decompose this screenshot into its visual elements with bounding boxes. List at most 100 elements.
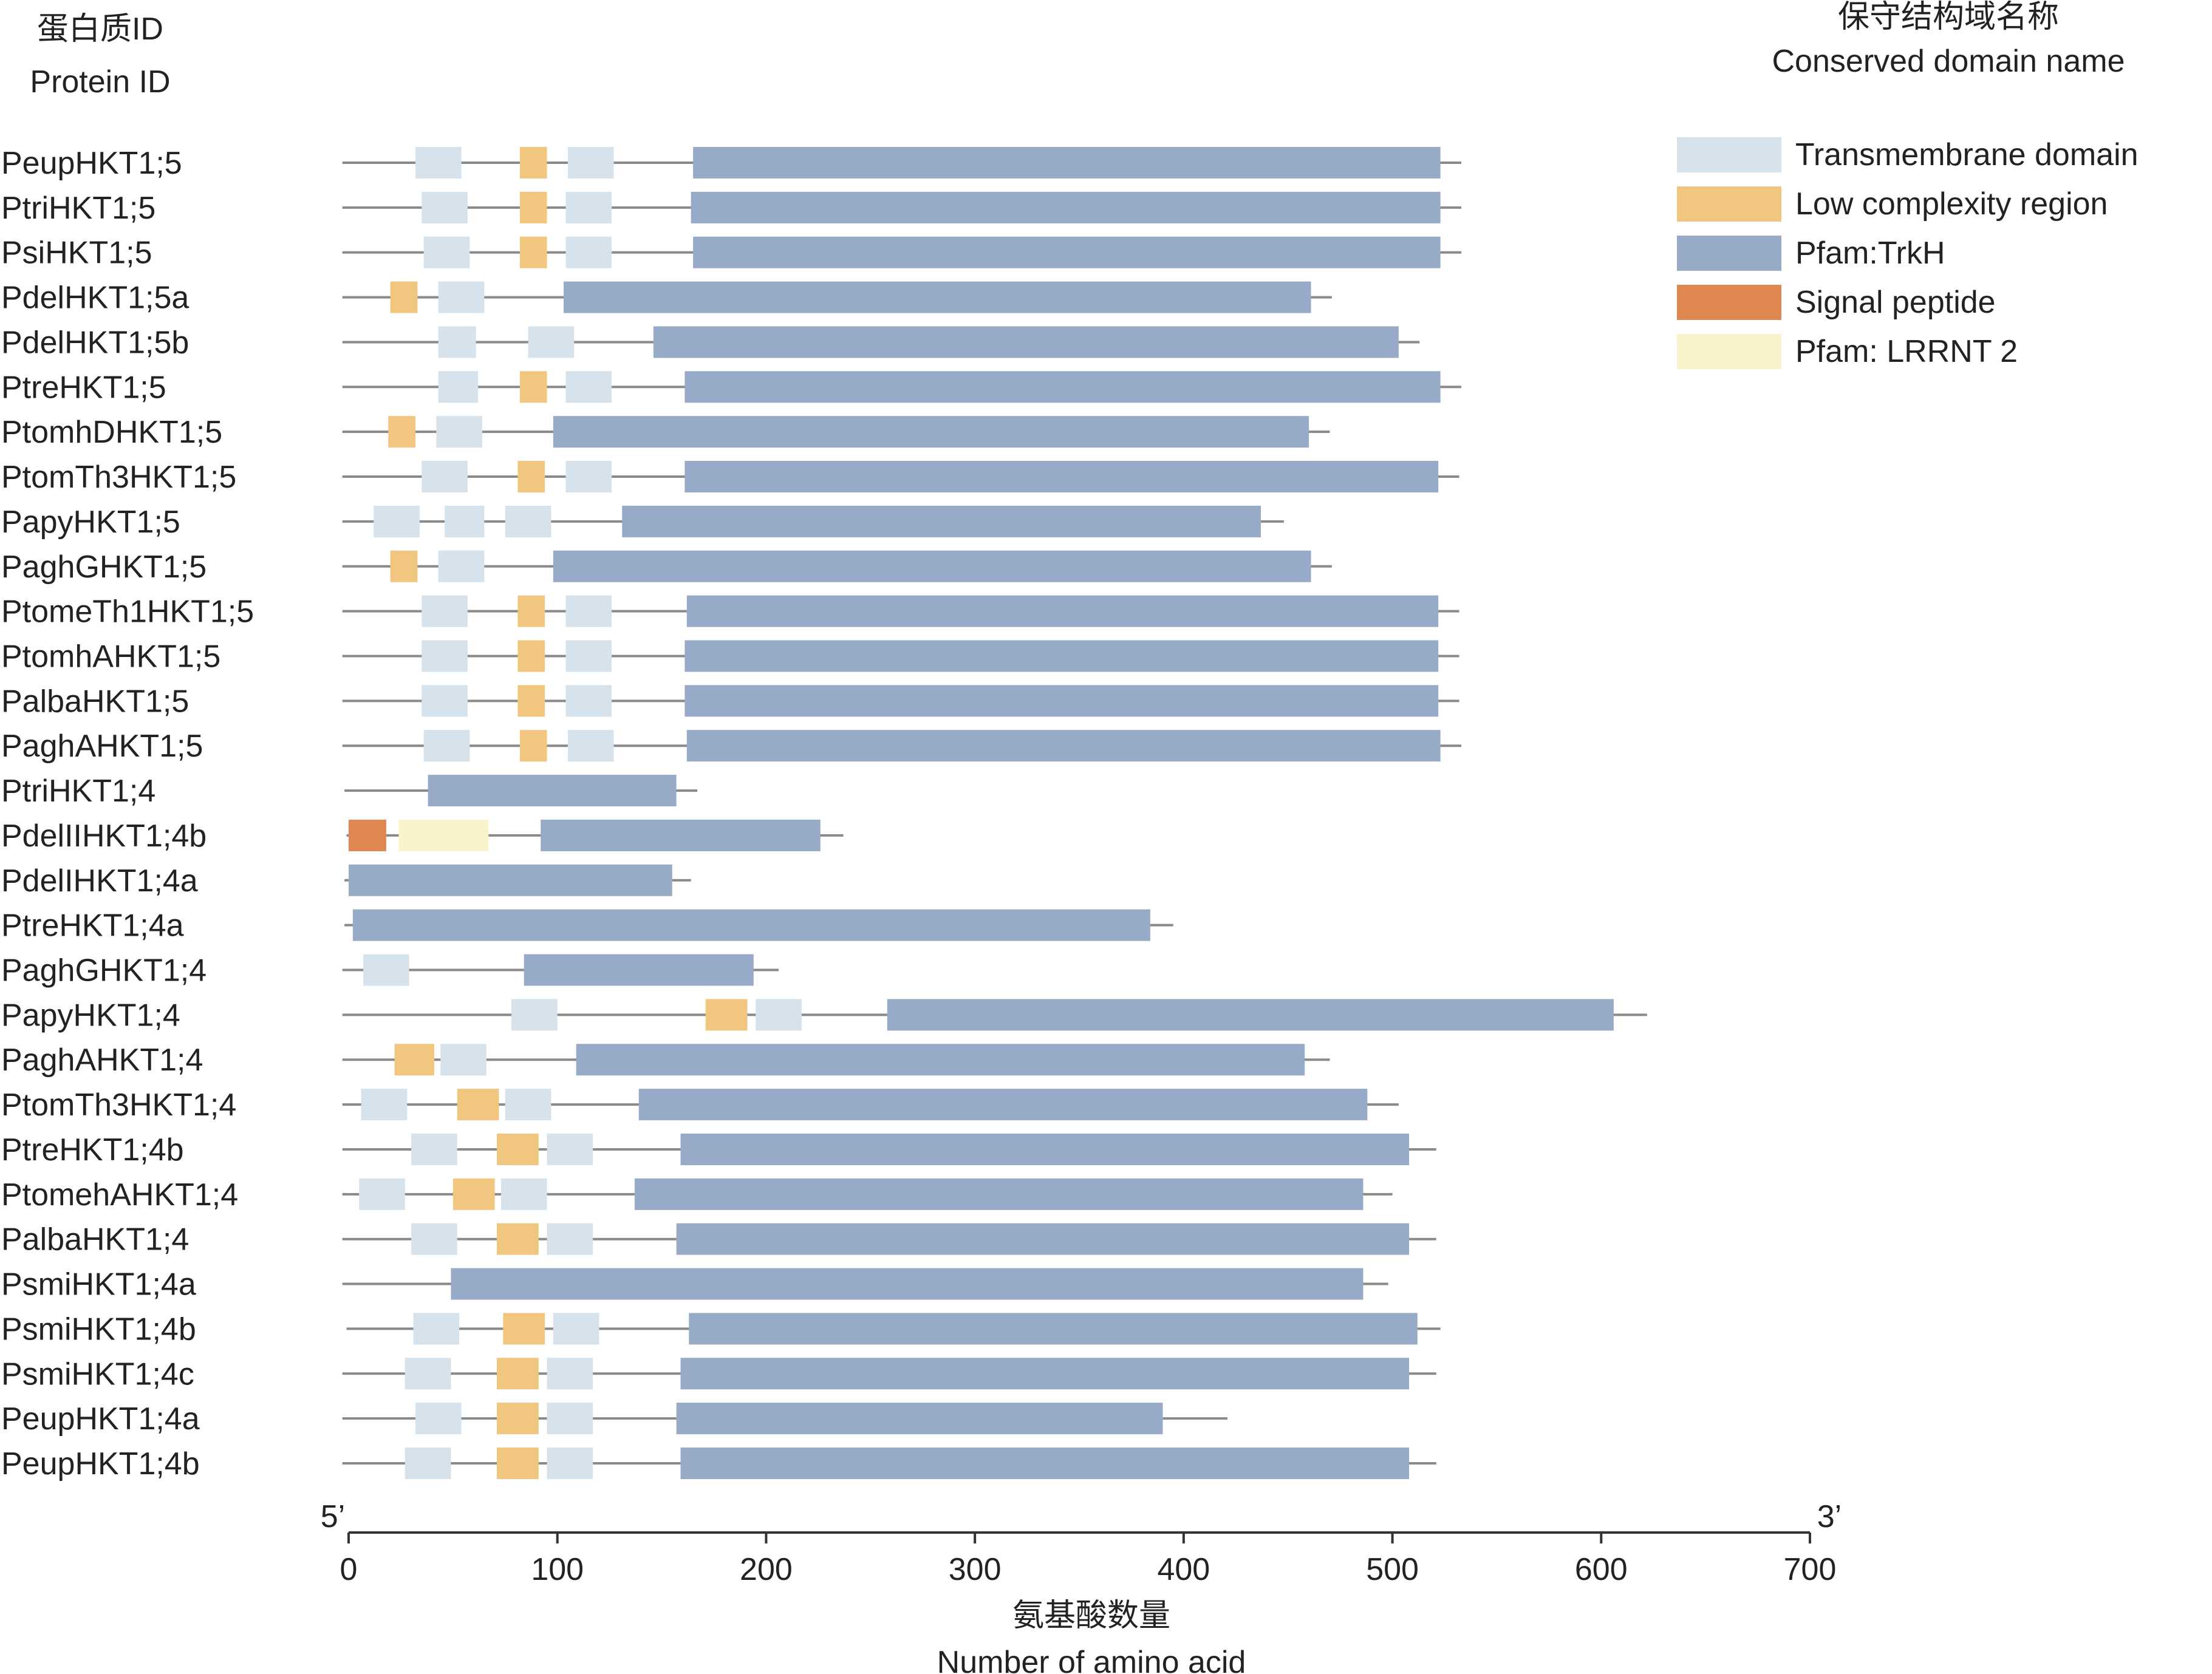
protein-rows: PeupHKT1;5 PtriHKT1;5 PsiHKT1;5 PdelHKT1;5a… [1, 146, 1647, 1482]
transmembrane-domain [411, 1223, 457, 1255]
protein-id-label: PtomehAHKT1;4 [1, 1177, 238, 1213]
protein-id-label: PdelIIHKT1;4b [1, 818, 207, 854]
low-complexity-region [517, 685, 545, 717]
protein-id-label: PapyHKT1;4 [1, 998, 180, 1033]
pfam-trkh-domain [638, 1089, 1368, 1121]
signal-peptide [349, 819, 386, 851]
low-complexity-region [457, 1089, 499, 1121]
transmembrane-domain [405, 1448, 451, 1479]
x-axis-label-zh: 氨基酸数量 [1012, 1598, 1170, 1633]
low-complexity-region [519, 191, 547, 223]
transmembrane-domain [422, 461, 468, 493]
transmembrane-domain [422, 595, 468, 627]
protein-id-label: PtomhAHKT1;5 [1, 639, 220, 674]
transmembrane-domain [547, 1448, 593, 1479]
low-complexity-region [519, 730, 547, 762]
low-complexity-region [497, 1223, 539, 1255]
low-complexity-region [705, 999, 748, 1031]
pfam-trkh-domain [691, 191, 1441, 223]
legend-swatch-sig [1677, 285, 1781, 320]
low-complexity-region [394, 1044, 434, 1076]
domain-name-zh-label: 保守结构域名称 [1838, 0, 2059, 35]
transmembrane-domain [565, 461, 612, 493]
protein-id-label: PaghAHKT1;4 [1, 1043, 203, 1078]
protein-id-label: PalbaHKT1;5 [1, 684, 189, 719]
protein-id-label: PaghGHKT1;4 [1, 953, 207, 988]
transmembrane-domain [500, 1178, 547, 1210]
x-tick-label: 400 [1157, 1552, 1210, 1587]
transmembrane-domain [413, 1313, 460, 1345]
low-complexity-region [519, 147, 547, 179]
legend: Transmembrane domain Low complexity regio… [1677, 137, 2139, 369]
pfam-trkh-domain [634, 1178, 1364, 1210]
protein-id-label: PtreHKT1;4a [1, 908, 184, 944]
protein-id-label: PtomhDHKT1;5 [1, 415, 222, 450]
pfam-trkh-domain [686, 730, 1441, 762]
transmembrane-domain [505, 1089, 551, 1121]
protein-id-label: PtreHKT1;4b [1, 1132, 184, 1168]
x-tick-label: 700 [1784, 1552, 1837, 1587]
x-tick-label: 100 [531, 1552, 584, 1587]
x-tick-label: 0 [340, 1552, 358, 1587]
pfam-trkh-domain [541, 819, 821, 851]
pfam-trkh-domain [680, 1448, 1410, 1479]
protein-id-en-label: Protein ID [30, 64, 170, 100]
transmembrane-domain [547, 1403, 593, 1435]
protein-id-label: PdelHKT1;5b [1, 325, 189, 360]
pfam-trkh-domain [352, 909, 1150, 941]
protein-id-label: PsmiHKT1;4b [1, 1312, 196, 1347]
low-complexity-region [519, 236, 547, 268]
x-axis-label-en: Number of amino acid [937, 1645, 1246, 1674]
legend-label-lcr: Low complexity region [1795, 186, 2108, 222]
transmembrane-domain [440, 1044, 486, 1076]
transmembrane-domain [567, 147, 614, 179]
transmembrane-domain [565, 191, 612, 223]
transmembrane-domain [374, 505, 420, 537]
protein-id-label: PdelHKT1;5a [1, 281, 189, 316]
protein-id-zh-label: 蛋白质ID [37, 12, 163, 47]
pfam-trkh-domain [686, 595, 1439, 627]
low-complexity-region [497, 1403, 539, 1435]
transmembrane-domain [511, 999, 558, 1031]
transmembrane-domain [438, 281, 485, 313]
pfam-trkh-domain [451, 1268, 1364, 1300]
transmembrane-domain [422, 191, 468, 223]
pfam-trkh-domain [653, 326, 1399, 358]
protein-id-label: PdelIHKT1;4a [1, 863, 198, 899]
x-tick-label: 600 [1575, 1552, 1628, 1587]
pfam-trkh-domain [693, 147, 1441, 179]
low-complexity-region [390, 550, 418, 582]
pfam-trkh-domain [887, 999, 1614, 1031]
low-complexity-region [452, 1178, 495, 1210]
transmembrane-domain [422, 640, 468, 672]
transmembrane-domain [567, 730, 614, 762]
transmembrane-domain [363, 954, 409, 986]
transmembrane-domain [565, 640, 612, 672]
legend-swatch-lrr [1677, 334, 1781, 369]
transmembrane-domain [756, 999, 802, 1031]
x-tick-label: 300 [949, 1552, 1002, 1587]
low-complexity-region [503, 1313, 545, 1345]
pfam-trkh-domain [680, 1133, 1410, 1165]
pfam-trkh-domain [576, 1044, 1305, 1076]
protein-id-label: PtomTh3HKT1;5 [1, 460, 236, 495]
transmembrane-domain [565, 371, 612, 403]
low-complexity-region [497, 1358, 539, 1390]
transmembrane-domain [411, 1133, 457, 1165]
transmembrane-domain [445, 505, 485, 537]
protein-id-label: PaghGHKT1;5 [1, 549, 207, 585]
pfam-trkh-domain [684, 371, 1441, 403]
transmembrane-domain [565, 236, 612, 268]
x-tick-label: 200 [740, 1552, 793, 1587]
transmembrane-domain [547, 1223, 593, 1255]
pfam-trkh-domain [622, 505, 1261, 537]
protein-id-label: PtomTh3HKT1;4 [1, 1087, 236, 1123]
protein-id-label: PapyHKT1;5 [1, 505, 180, 540]
low-complexity-region [517, 461, 545, 493]
pfam-trkh-domain [564, 281, 1311, 313]
legend-swatch-tm [1677, 137, 1781, 172]
pfam-trkh-domain [684, 685, 1439, 717]
low-complexity-region [519, 371, 547, 403]
transmembrane-domain [547, 1358, 593, 1390]
